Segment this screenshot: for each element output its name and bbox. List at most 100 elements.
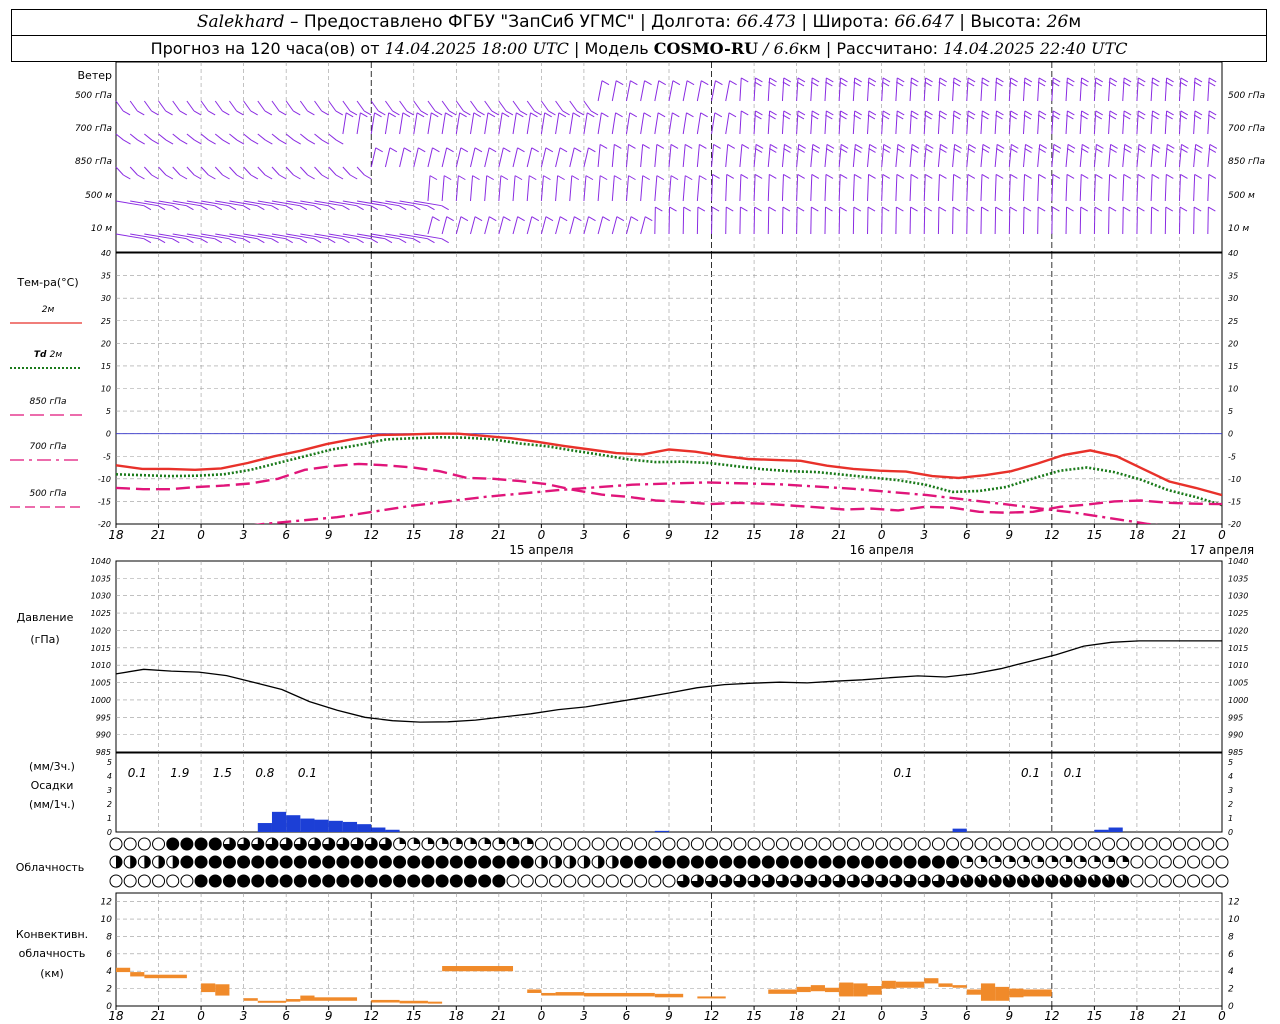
cloud-row-high-symbol (705, 837, 719, 851)
precip-ytick-right: 0 (1228, 828, 1233, 837)
wind-level-10m-barb (923, 207, 926, 235)
wind-level-700hpa-barb-feather (995, 114, 1003, 120)
wind-level-500hpa-barb (200, 100, 209, 112)
convective-bar (980, 983, 996, 1001)
wind-level-850hpa-barb-feather (869, 143, 877, 149)
cloud-row-low-fill (691, 874, 704, 887)
cloud-row-mid-symbol (251, 855, 265, 869)
precip-unit-3h: (мм/3ч.) (29, 760, 75, 773)
wind-level-700hpa-barb-feather (208, 139, 216, 145)
convective-ytick-right: 2 (1228, 985, 1234, 995)
pressure-ytick-left: 1010 (91, 661, 111, 670)
wind-level-850hpa-barb-feather (1011, 143, 1019, 149)
wind-level-500hpa-barb-feather (207, 110, 216, 116)
wind-level-500hpa-barb-feather (996, 77, 1004, 83)
wind-level-700hpa-barb-feather (629, 112, 638, 118)
cloud-row-mid-symbol (293, 855, 307, 869)
wind-level-700hpa-barb-feather (1095, 110, 1103, 116)
cloud-row-low-symbol (478, 874, 492, 888)
convective-bar (810, 985, 825, 992)
sep-1: | (634, 12, 652, 32)
wind-level-10m-barb-feather (186, 238, 194, 244)
wind-level-10m-barb (1207, 207, 1209, 235)
wind-level-500m-barb (909, 174, 912, 202)
wind-level-10m-barb-feather (228, 238, 237, 244)
wind-level-700hpa-barb (739, 110, 742, 135)
temp-ytick-right: 25 (1228, 317, 1238, 326)
title-bar: Salekhard – Предоставлено ФГБУ "ЗапСиб У… (11, 9, 1267, 36)
cloud-row-low-symbol (549, 874, 563, 888)
wind-level-500hpa-barb-feather (420, 110, 429, 116)
wind-level-500m-barb-feather (299, 205, 308, 211)
precip-amount: 0.8 (255, 766, 274, 780)
cloud-row-high-symbol (1144, 837, 1158, 851)
wind-level-500hpa-barb (285, 100, 294, 112)
pressure-ytick-left: 1025 (91, 609, 111, 618)
convective-unit: (км) (40, 967, 64, 980)
cloud-row-low-fill (1059, 875, 1072, 887)
wind-level-10m-barb-feather (271, 238, 279, 244)
alt-label: Высота: (970, 12, 1047, 32)
cloud-row-mid-symbol (1144, 855, 1158, 869)
wind-level-500m-barb (569, 175, 573, 202)
cloud-row-high-fill (413, 837, 420, 844)
wind-level-500hpa-barb-feather (1194, 77, 1203, 83)
cloud-row-high-symbol (1031, 837, 1045, 851)
wind-level-500m-barb (229, 200, 258, 207)
wind-level-10m-barb (540, 216, 547, 235)
cloud-row-mid-fill (1066, 856, 1072, 862)
wind-level-10m-barb-feather (1208, 206, 1216, 212)
wind-level-10m-barb (1136, 207, 1138, 235)
wind-level-500hpa-barb (611, 80, 617, 102)
convective-ytick-left: 8 (106, 932, 112, 942)
cloud-row-low-fill (1074, 875, 1087, 887)
model-res: / 6.6 (758, 39, 800, 58)
wind-level-500m-barb (1022, 174, 1026, 202)
wind-level-500m-barb (427, 175, 431, 202)
wind-level-700hpa-barb (852, 110, 856, 135)
wind-level-700hpa-barb-feather (293, 139, 301, 145)
wind-level-500hpa-barb (186, 100, 195, 112)
cloud-row-mid-fill (598, 856, 605, 868)
cloud-row-high-symbol (591, 837, 605, 851)
wind-level-10m-barb (1164, 207, 1167, 235)
wind-level-500hpa-barb-feather (278, 110, 287, 116)
convective-bar (257, 1000, 287, 1003)
sep-2: | (795, 12, 813, 32)
precip-ytick-right: 1 (1228, 814, 1233, 823)
wind-level-500hpa-barb (243, 100, 252, 112)
wind-level-500hpa-barb-feather (741, 77, 749, 83)
wind-level-850hpa-barb-feather (1151, 147, 1160, 153)
wind-level-10m-barb (597, 216, 604, 235)
cloud-row-high-fill (322, 838, 335, 851)
wind-level-700hpa-barb (994, 110, 997, 135)
wind-level-500m-barb (583, 175, 587, 202)
cloud-row-low-fill (904, 874, 917, 887)
wind-level-850hpa-barb-feather (699, 143, 707, 149)
wind-level-700hpa-barb (115, 133, 124, 141)
time-label-mid: 15 (1087, 528, 1102, 542)
cloud-row-mid-fill (1094, 856, 1101, 862)
cloud-row-mid-symbol (265, 855, 279, 869)
cloud-row-mid-symbol (917, 855, 931, 869)
wind-level-10m-barb (455, 216, 462, 235)
temp-ytick-left: 40 (101, 249, 111, 258)
wind-level-500m-barb (200, 200, 230, 207)
wind-level-500m-barb-feather (214, 205, 223, 211)
wind-level-700hpa-barb (966, 110, 969, 135)
wind-level-500hpa-barb-feather (548, 110, 556, 116)
wind-level-500hpa-barb-feather (1037, 81, 1046, 87)
time-label-mid: 0 (878, 528, 886, 542)
wind-level-500hpa-barb (498, 100, 507, 112)
wind-level-700hpa-barb-feather (1051, 114, 1060, 120)
wind-level-850hpa-barb-feather (1052, 147, 1061, 153)
cloud-row-low-symbol (123, 874, 137, 888)
wind-level-10m-barb-feather (285, 238, 293, 244)
wind-level-500hpa-barb (881, 77, 884, 102)
wind-level-500hpa-barb-feather (264, 110, 273, 116)
wind-level-850hpa-barb (1108, 144, 1112, 168)
wind-level-700hpa-barb (370, 112, 376, 135)
wind-level-500m-barb (654, 175, 658, 202)
wind-level-10m-barb (441, 216, 448, 235)
